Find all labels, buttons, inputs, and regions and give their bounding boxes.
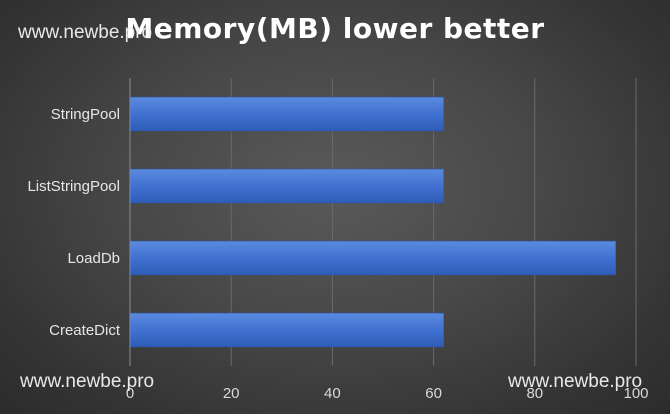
category-labels: StringPool ListStringPool LoadDb CreateDict xyxy=(27,106,120,339)
bar-createdict xyxy=(129,312,444,348)
x-tick-label: 0 xyxy=(126,385,134,402)
x-tick-labels: 0 20 40 60 80 100 xyxy=(126,385,649,402)
bar-liststringpool xyxy=(129,168,444,204)
category-label: LoadDb xyxy=(67,250,120,267)
category-label: ListStringPool xyxy=(27,178,120,195)
chart-title: Memory(MB) lower better xyxy=(125,12,545,45)
x-tick-label: 80 xyxy=(526,385,543,402)
x-tick-label: 60 xyxy=(425,385,442,402)
watermark-bottom-right: www.newbe.pro xyxy=(508,371,643,392)
watermark-top-left: www.newbe.pro xyxy=(18,22,153,43)
x-tick-label: 20 xyxy=(223,385,240,402)
x-tick-label: 100 xyxy=(623,385,648,402)
x-tick-label: 40 xyxy=(324,385,341,402)
category-label: StringPool xyxy=(51,106,120,123)
category-label: CreateDict xyxy=(49,322,121,339)
bar-stringpool xyxy=(129,96,444,132)
watermark-bottom-left: www.newbe.pro xyxy=(20,371,155,392)
bars xyxy=(129,96,617,348)
bar-loaddb xyxy=(129,240,617,276)
